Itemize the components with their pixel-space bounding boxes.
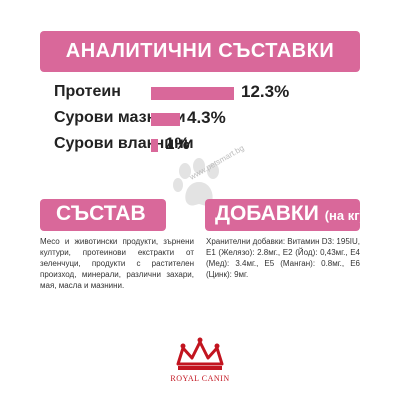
analytical-constituents-banner: АНАЛИТИЧНИ СЪСТАВКИ <box>40 31 360 72</box>
composition-title: СЪСТАВ <box>56 202 146 225</box>
additives-text: Хранителни добавки: Витамин D3: 195IU, E… <box>206 237 360 279</box>
additives-title-group: ДОБАВКИ (на кг) <box>215 202 364 226</box>
protein-bar <box>151 87 234 100</box>
royal-canin-crown-logo <box>176 337 224 370</box>
protein-value: 12.3% <box>241 82 290 101</box>
composition-banner: СЪСТАВ <box>40 199 166 231</box>
additives-banner: ДОБАВКИ (на кг) <box>205 199 364 231</box>
crude-fat-bar <box>151 113 180 126</box>
protein-label: Протеин <box>54 83 121 100</box>
crude-fibre-label: Сурови влакнини <box>54 135 194 152</box>
analytical-constituents-title: АНАЛИТИЧНИ СЪСТАВКИ <box>65 40 335 62</box>
crude-fibre-value: 1% <box>165 134 190 153</box>
analytical-constituents-list: Протеин 12.3% Сурови мазнини 4.3% Сурови… <box>40 78 360 158</box>
additives-title: ДОБАВКИ <box>215 202 319 225</box>
crude-fat-value: 4.3% <box>187 108 226 127</box>
crude-fibre-bar <box>151 139 158 152</box>
royal-canin-logo-text: ROYAL CANIN <box>170 374 230 383</box>
additives-unit: (на кг) <box>324 208 364 223</box>
composition-text: Месо и животински продукти, зърнени култ… <box>40 237 194 290</box>
